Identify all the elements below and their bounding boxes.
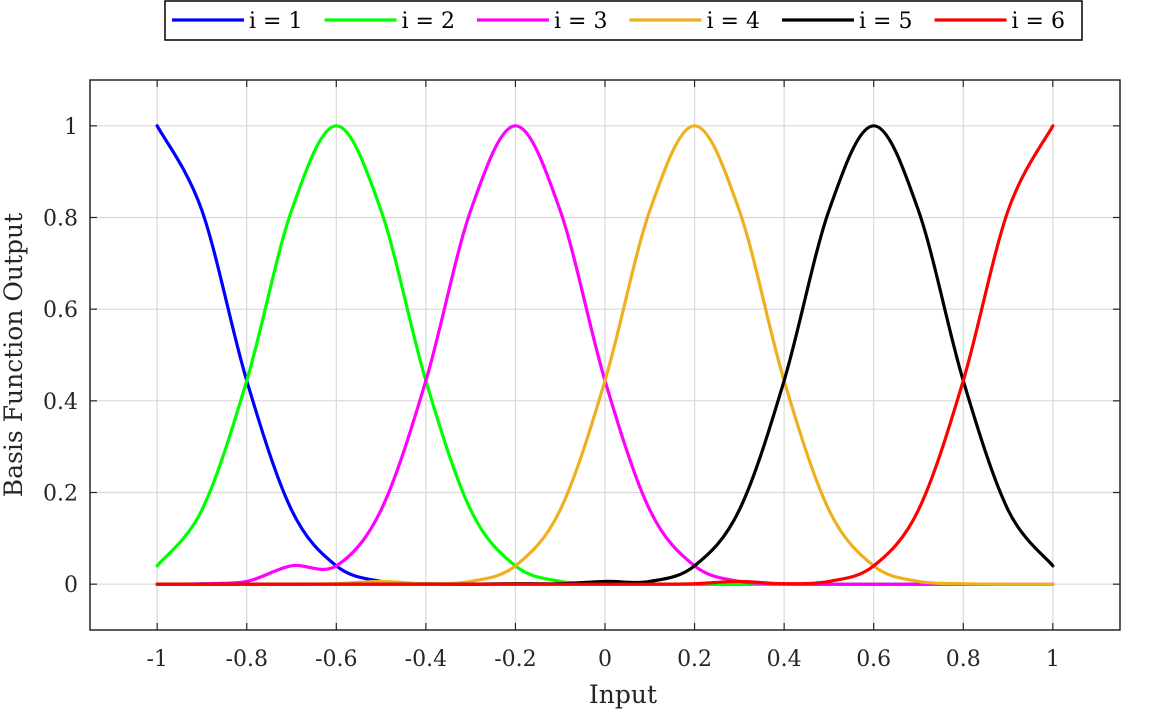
series-lines	[155, 124, 1055, 586]
x-axis-label: Input	[589, 680, 657, 709]
legend-label-3: i = 3	[554, 9, 607, 34]
y-axis-label: Basis Function Output	[0, 213, 28, 497]
series-line-3	[155, 124, 1055, 586]
x-tick-label: -0.2	[494, 647, 536, 672]
y-axis-ticks: 0 0.2 0.4 0.6 0.8 1	[43, 115, 1120, 598]
x-tick-label: -0.4	[405, 647, 447, 672]
y-tick-label: 0	[64, 573, 78, 598]
y-tick-label: 1	[64, 115, 78, 140]
series-line-6	[155, 124, 1055, 586]
legend-label-4: i = 4	[707, 9, 760, 34]
y-tick-label: 0.8	[43, 207, 78, 232]
x-tick-label: 0	[598, 647, 612, 672]
y-tick-label: 0.2	[43, 482, 78, 507]
x-tick-label: 0.8	[946, 647, 981, 672]
y-tick-label: 0.6	[43, 298, 78, 323]
x-tick-label: -1	[146, 647, 167, 672]
plot-area: -1 -0.8 -0.6 -0.4 -0.2 0 0.2 0.4 0.6 0.8 1 0 0.2 0.4…	[43, 79, 1121, 672]
legend-label-5: i = 5	[859, 9, 912, 34]
x-tick-label: -0.8	[226, 647, 268, 672]
legend-label-1: i = 1	[249, 9, 302, 34]
legend: i = 1 i = 2 i = 3 i = 4 i = 5 i = 6	[164, 0, 1083, 41]
legend-label-6: i = 6	[1012, 9, 1065, 34]
y-tick-label: 0.4	[43, 390, 78, 415]
x-tick-label: -0.6	[315, 647, 357, 672]
x-tick-label: 0.2	[677, 647, 712, 672]
legend-label-2: i = 2	[402, 9, 455, 34]
x-tick-label: 0.6	[856, 647, 891, 672]
x-axis-ticks: -1 -0.8 -0.6 -0.4 -0.2 0 0.2 0.4 0.6 0.8 1	[146, 80, 1060, 672]
legend-box	[164, 0, 1083, 41]
x-tick-label: 1	[1046, 647, 1060, 672]
x-tick-label: 0.4	[767, 647, 802, 672]
